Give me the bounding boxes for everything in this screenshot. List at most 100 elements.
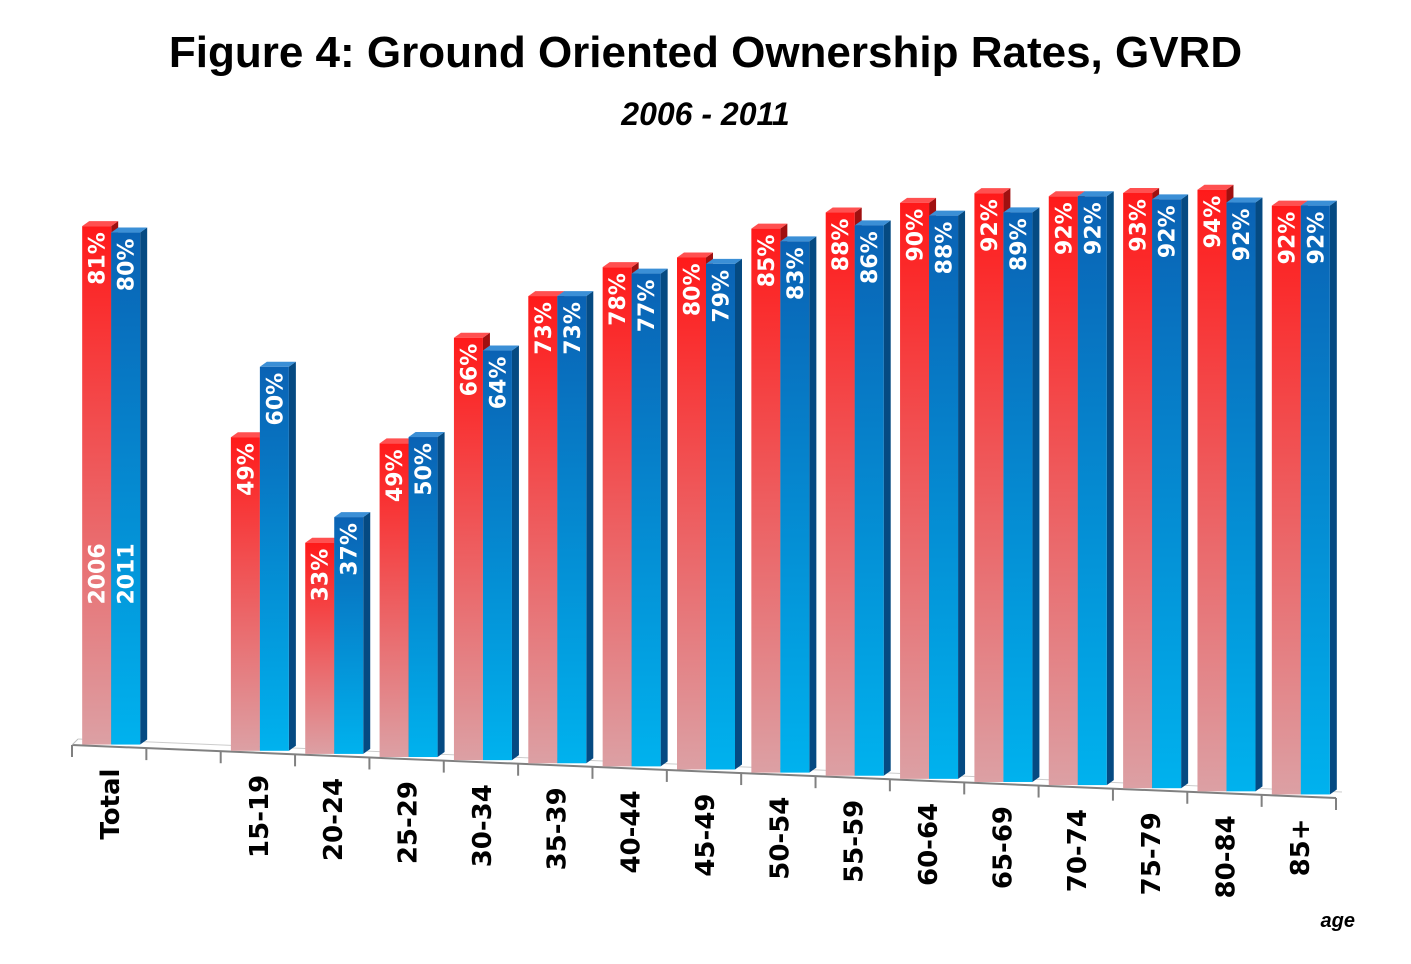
bar-top bbox=[408, 432, 445, 438]
data-label-2006-45-49: 80% bbox=[681, 264, 706, 317]
bar-2011-70-74 bbox=[1077, 196, 1107, 786]
bar-top bbox=[557, 291, 594, 297]
x-tick-label-15-19: 15-19 bbox=[245, 775, 275, 858]
data-label-2011-40-44: 77% bbox=[635, 280, 660, 333]
data-label-2011-15-19: 60% bbox=[263, 373, 288, 426]
x-tick-label-45-49: 45-49 bbox=[691, 794, 721, 877]
bar-side bbox=[288, 361, 296, 751]
bar-2006-75-79 bbox=[1123, 193, 1153, 789]
data-label-2011-60-64: 88% bbox=[933, 222, 958, 275]
bar-top bbox=[602, 262, 639, 268]
bar-side bbox=[1329, 200, 1337, 795]
data-label-2006-35-39: 73% bbox=[532, 302, 557, 355]
data-label-2006-55-59: 88% bbox=[829, 219, 854, 272]
bar-2006-65-69 bbox=[974, 193, 1004, 782]
bar-2006-60-64 bbox=[900, 202, 930, 779]
bar-top bbox=[111, 227, 148, 233]
data-label-2011-35-39: 73% bbox=[561, 302, 586, 355]
data-label-2011-75-79: 92% bbox=[1156, 205, 1181, 258]
bar-side bbox=[437, 432, 445, 758]
bar-top bbox=[305, 537, 342, 543]
x-tick-label-60-64: 60-64 bbox=[914, 803, 944, 886]
bar-top bbox=[854, 220, 891, 226]
bar-side bbox=[140, 227, 148, 745]
series-tag-2011: 2011 bbox=[115, 543, 140, 604]
bar-top bbox=[528, 291, 565, 297]
bar-2006-35-39 bbox=[528, 296, 558, 764]
data-label-2006-30-34: 66% bbox=[457, 344, 482, 397]
bar-2006-70-74 bbox=[1048, 196, 1078, 786]
bar-top bbox=[974, 188, 1011, 194]
data-label-2006-60-64: 90% bbox=[904, 209, 929, 262]
bar-2011-20-24 bbox=[334, 517, 364, 754]
bar-side bbox=[1106, 191, 1114, 786]
bar-2006-80-84 bbox=[1197, 189, 1227, 792]
bar-2006-15-19 bbox=[230, 437, 260, 751]
bar-top bbox=[825, 207, 862, 213]
bar-side bbox=[883, 220, 891, 776]
data-label-2011-65-69: 89% bbox=[1007, 218, 1032, 271]
bar-top bbox=[1197, 184, 1234, 190]
bar-side bbox=[958, 210, 966, 779]
bar-top bbox=[1152, 194, 1189, 200]
x-tick-label-75-79: 75-79 bbox=[1137, 812, 1167, 895]
bar-side bbox=[1032, 207, 1040, 782]
bar-top bbox=[230, 432, 267, 438]
x-axis-title: age bbox=[1320, 910, 1355, 932]
bar-2006-85+ bbox=[1271, 205, 1301, 795]
bar-2011-75-79 bbox=[1152, 199, 1182, 789]
bar-2011-40-44 bbox=[631, 273, 661, 767]
data-label-2011-25-29: 50% bbox=[412, 443, 437, 496]
data-label-2011-55-59: 86% bbox=[858, 231, 883, 284]
bar-2011-30-34 bbox=[482, 350, 512, 761]
chart-title: Figure 4: Ground Oriented Ownership Rate… bbox=[168, 28, 1243, 77]
chart-subtitle: 2006 - 2011 bbox=[621, 96, 790, 132]
bar-2011-65-69 bbox=[1003, 212, 1033, 782]
x-tick-label-25-29: 25-29 bbox=[394, 781, 424, 864]
floor-edge bbox=[71, 738, 79, 746]
data-label-2006-70-74: 92% bbox=[1052, 202, 1077, 255]
x-tick-label-20-24: 20-24 bbox=[319, 778, 349, 861]
data-label-2006-15-19: 49% bbox=[234, 443, 259, 496]
data-label-2006-75-79: 93% bbox=[1127, 199, 1152, 252]
bar-top bbox=[929, 210, 966, 216]
bar-2006-Total bbox=[82, 226, 112, 745]
bar-top bbox=[1123, 188, 1160, 194]
bar-2006-20-24 bbox=[305, 542, 335, 754]
data-label-2011-85+: 92% bbox=[1304, 212, 1329, 265]
x-tick-label-70-74: 70-74 bbox=[1063, 809, 1093, 892]
bar-2011-55-59 bbox=[854, 225, 884, 776]
x-axis: Total 15-19 20-24 25-29 30-34 35-39 40-44 45-49… bbox=[71, 738, 1343, 898]
bar-top bbox=[1300, 200, 1337, 206]
bar-side bbox=[660, 268, 668, 767]
bar-2011-45-49 bbox=[706, 263, 735, 770]
bar-2006-55-59 bbox=[825, 212, 855, 776]
x-tick-label-80-84: 80-84 bbox=[1211, 815, 1241, 898]
bar-2006-25-29 bbox=[379, 443, 409, 758]
data-label-2006-50-54: 85% bbox=[755, 235, 780, 288]
bar-side bbox=[363, 512, 371, 754]
data-label-2011-50-54: 83% bbox=[784, 247, 809, 300]
x-tick-label-Total: Total bbox=[96, 769, 126, 840]
x-axis-line bbox=[71, 744, 1337, 799]
x-tick-label-55-59: 55-59 bbox=[840, 800, 870, 883]
bar-2011-60-64 bbox=[929, 215, 959, 779]
data-label-2011-30-34: 64% bbox=[486, 357, 511, 410]
bar-2011-80-84 bbox=[1226, 202, 1256, 792]
bar-2011-35-39 bbox=[557, 296, 587, 764]
bar-top bbox=[82, 221, 119, 227]
data-label-2006-20-24: 33% bbox=[309, 549, 334, 602]
bar-top bbox=[780, 236, 817, 242]
bar-side bbox=[511, 345, 519, 761]
data-label-2006-65-69: 92% bbox=[978, 199, 1003, 252]
data-label-2006-Total: 81% bbox=[86, 232, 111, 285]
bar-top bbox=[379, 438, 416, 444]
bar-top bbox=[334, 512, 371, 518]
x-tick-label-65-69: 65-69 bbox=[988, 806, 1018, 889]
data-label-2006-40-44: 78% bbox=[606, 273, 631, 326]
data-label-2011-Total: 80% bbox=[115, 239, 140, 292]
data-label-2011-45-49: 79% bbox=[710, 270, 735, 323]
bar-top bbox=[259, 361, 296, 367]
